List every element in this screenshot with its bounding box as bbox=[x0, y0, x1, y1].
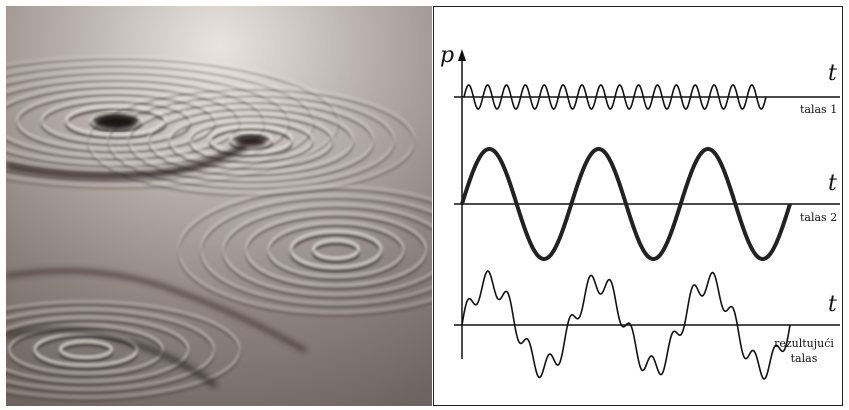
ripples-image bbox=[0, 6, 495, 406]
p-axis-label: p bbox=[440, 43, 455, 68]
result-label-line2: talas bbox=[790, 352, 818, 365]
ripple-ring-shadow bbox=[40, 101, 192, 147]
time-label-2: t bbox=[828, 171, 837, 196]
wave-diagram: p t talas 1 t talas 2 t rezultujući tala… bbox=[433, 6, 843, 406]
ripple-ring-highlight bbox=[0, 54, 340, 186]
time-label-1: t bbox=[828, 61, 837, 86]
ripple-ring-highlight bbox=[8, 324, 164, 374]
ripple-ring-highlight bbox=[127, 98, 375, 180]
ripple-ring-highlight bbox=[107, 92, 395, 187]
result-label-line1: rezultujući bbox=[774, 337, 834, 350]
time-label-3: t bbox=[828, 292, 837, 317]
ripple-ring-highlight bbox=[267, 221, 405, 277]
ripple-center-2 bbox=[235, 135, 267, 147]
ripple-ring-highlight bbox=[289, 229, 383, 269]
wave-2-curve bbox=[460, 146, 792, 262]
ripple-ring-highlight bbox=[312, 238, 360, 260]
p-axis-arrow bbox=[458, 49, 466, 61]
wave-1-label: talas 1 bbox=[800, 103, 838, 116]
ripple-ring-highlight bbox=[41, 97, 191, 143]
ripple-center-1 bbox=[94, 114, 138, 130]
ripple-ring-highlight bbox=[59, 339, 113, 359]
wave-1-curve bbox=[463, 84, 767, 110]
ripple-ring-highlight bbox=[0, 316, 190, 382]
resultant-wave-curve bbox=[461, 270, 791, 380]
ripple-ring-highlight bbox=[65, 104, 167, 136]
ripple-ring-highlight bbox=[87, 85, 415, 193]
ripple-ring-shadow bbox=[16, 94, 216, 154]
ripple-ring-highlight bbox=[245, 212, 427, 286]
ripple-ring-shadow bbox=[58, 343, 114, 363]
ripple-ring-highlight bbox=[189, 118, 314, 160]
ripple-ring-highlight bbox=[0, 308, 215, 390]
water-ripples-photo bbox=[0, 6, 495, 406]
ripple-ring-highlight bbox=[148, 105, 354, 173]
ripple-ring-highlight bbox=[208, 124, 294, 154]
ripple-ring-shadow bbox=[208, 128, 294, 158]
ripple-ring-highlight bbox=[0, 300, 241, 398]
ripple-ring-shadow bbox=[188, 122, 314, 164]
wave-2-label: talas 2 bbox=[800, 211, 838, 224]
ripple-ring-highlight bbox=[168, 111, 334, 167]
ripple-ring-shadow bbox=[312, 242, 360, 264]
wave-diagram-svg bbox=[454, 49, 840, 380]
ripple-shadows bbox=[5, 142, 308, 389]
